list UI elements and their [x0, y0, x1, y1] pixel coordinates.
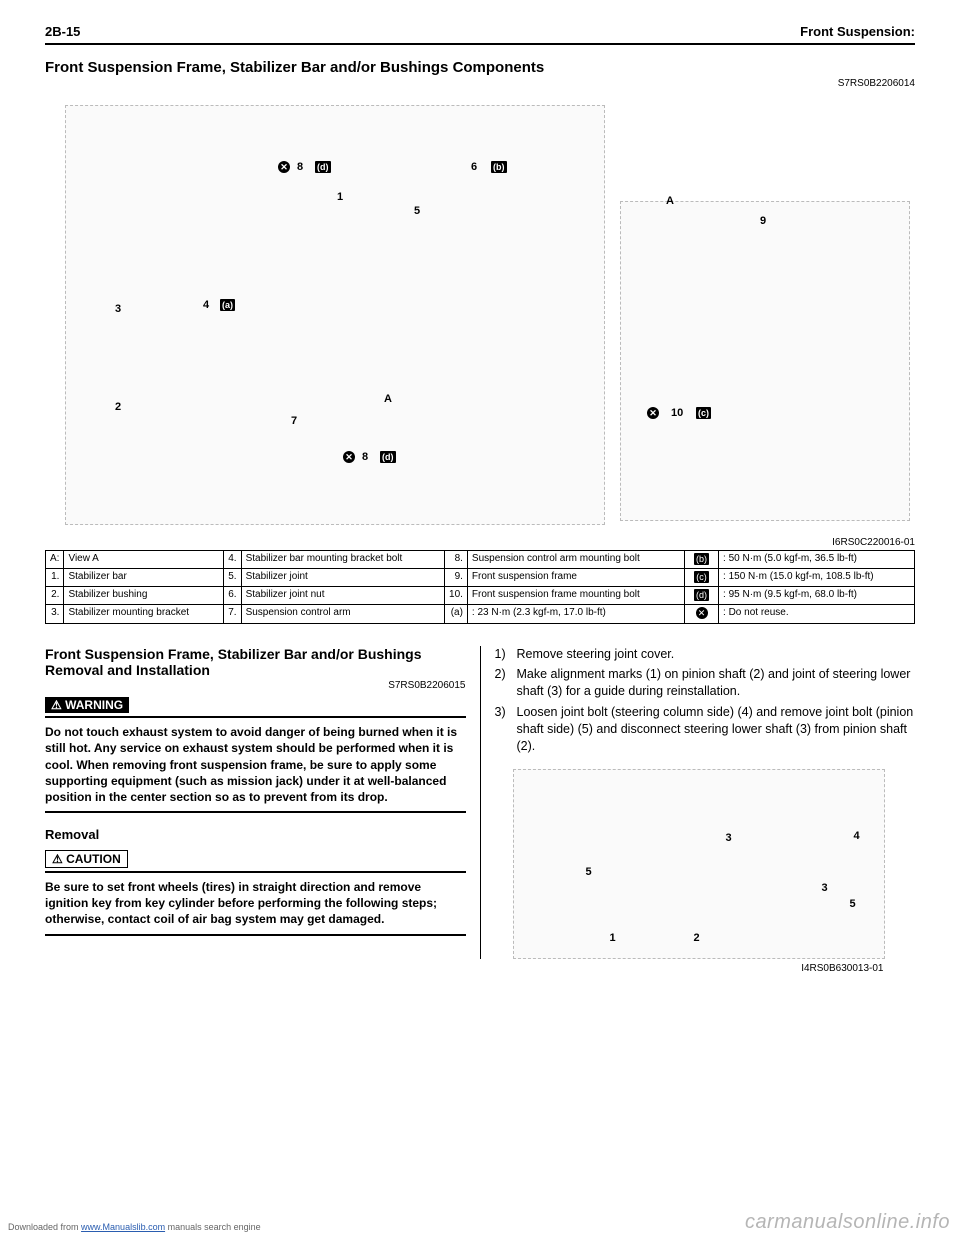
callout-4: 4	[203, 299, 209, 311]
callout-view-a-label: A	[666, 195, 674, 207]
parts-legend-table: A:View A4.Stabilizer bar mounting bracke…	[45, 550, 915, 624]
callout-6: 6	[471, 161, 477, 173]
callout-3: 3	[115, 303, 121, 315]
callout-arrow-a: A	[384, 393, 392, 405]
diagram-view-a	[620, 201, 910, 521]
footer-post: manuals search engine	[165, 1222, 261, 1232]
callout-8b-torque: (d)	[380, 451, 396, 463]
callout-8b: 8	[362, 451, 368, 463]
img-callout-1: 1	[610, 932, 616, 944]
caution-rule-bottom	[45, 934, 466, 936]
list-item: 1)Remove steering joint cover.	[495, 646, 916, 663]
callout-2: 2	[115, 401, 121, 413]
no-reuse-icon-10: ✕	[647, 407, 659, 419]
callout-1: 1	[337, 191, 343, 203]
caution-label: ⚠ CAUTION	[45, 850, 128, 868]
footer-link[interactable]: www.Manualslib.com	[81, 1222, 165, 1232]
no-reuse-icon-8b: ✕	[343, 451, 355, 463]
warning-label: ⚠ WARNING	[45, 697, 129, 713]
list-item: 2)Make alignment marks (1) on pinion sha…	[495, 666, 916, 700]
warning-rule-bottom	[45, 811, 466, 813]
callout-10: 10	[671, 407, 683, 419]
caution-text: Be sure to set front wheels (tires) in s…	[45, 879, 466, 928]
header-section-number: 2B-15	[45, 24, 80, 39]
left-column: Front Suspension Frame, Stabilizer Bar a…	[45, 646, 481, 959]
footer-pre: Downloaded from	[8, 1222, 81, 1232]
callout-10-torque: (c)	[696, 407, 711, 419]
img-callout-5a: 5	[586, 866, 592, 878]
watermark: carmanualsonline.info	[745, 1211, 950, 1234]
page-footer: Downloaded from www.Manualslib.com manua…	[8, 1222, 261, 1232]
removal-heading: Removal	[45, 827, 466, 842]
right-column: 1)Remove steering joint cover. 2)Make ali…	[481, 646, 916, 959]
subsection-title: Front Suspension Frame, Stabilizer Bar a…	[45, 646, 466, 680]
img-callout-5b: 5	[850, 898, 856, 910]
subsection-code: S7RS0B2206015	[45, 680, 466, 691]
img-callout-3a: 3	[726, 832, 732, 844]
img-callout-3b: 3	[822, 882, 828, 894]
section-doc-code: S7RS0B2206014	[45, 78, 915, 89]
table-row: 1.Stabilizer bar5.Stabilizer joint9.Fron…	[46, 569, 915, 587]
step-diagram: 1 2 3 3 4 5 5 I4RS0B630013-01	[513, 769, 885, 959]
img-callout-4: 4	[854, 830, 860, 842]
img-callout-2: 2	[694, 932, 700, 944]
diagram-main-view	[65, 105, 605, 525]
procedure-steps: 1)Remove steering joint cover. 2)Make ali…	[495, 646, 916, 755]
list-item: 3)Loosen joint bolt (steering column sid…	[495, 704, 916, 755]
no-reuse-icon-8a: ✕	[278, 161, 290, 173]
callout-8a-torque: (d)	[315, 161, 331, 173]
table-row: A:View A4.Stabilizer bar mounting bracke…	[46, 551, 915, 569]
table-row: 2.Stabilizer bushing6.Stabilizer joint n…	[46, 587, 915, 605]
callout-7: 7	[291, 415, 297, 427]
section-title: Front Suspension Frame, Stabilizer Bar a…	[45, 59, 915, 76]
caution-rule-top	[45, 871, 466, 873]
header-section-title: Front Suspension:	[800, 24, 915, 39]
callout-8a: 8	[297, 161, 303, 173]
warning-text: Do not touch exhaust system to avoid dan…	[45, 724, 466, 805]
callout-5: 5	[414, 205, 420, 217]
table-row: 3.Stabilizer mounting bracket7.Suspensio…	[46, 605, 915, 623]
warning-rule-top	[45, 716, 466, 718]
callout-9: 9	[760, 215, 766, 227]
exploded-diagram: 1 2 3 4 (a) 5 6 (b) 7 8 ✕ (d) 8 ✕ (d) 9 …	[45, 101, 915, 533]
diagram-code: I6RS0C220016-01	[45, 537, 915, 548]
callout-6-torque: (b)	[491, 161, 507, 173]
callout-4-torque: (a)	[220, 299, 235, 311]
step-diagram-code: I4RS0B630013-01	[801, 963, 883, 974]
page-header: 2B-15 Front Suspension:	[45, 24, 915, 45]
